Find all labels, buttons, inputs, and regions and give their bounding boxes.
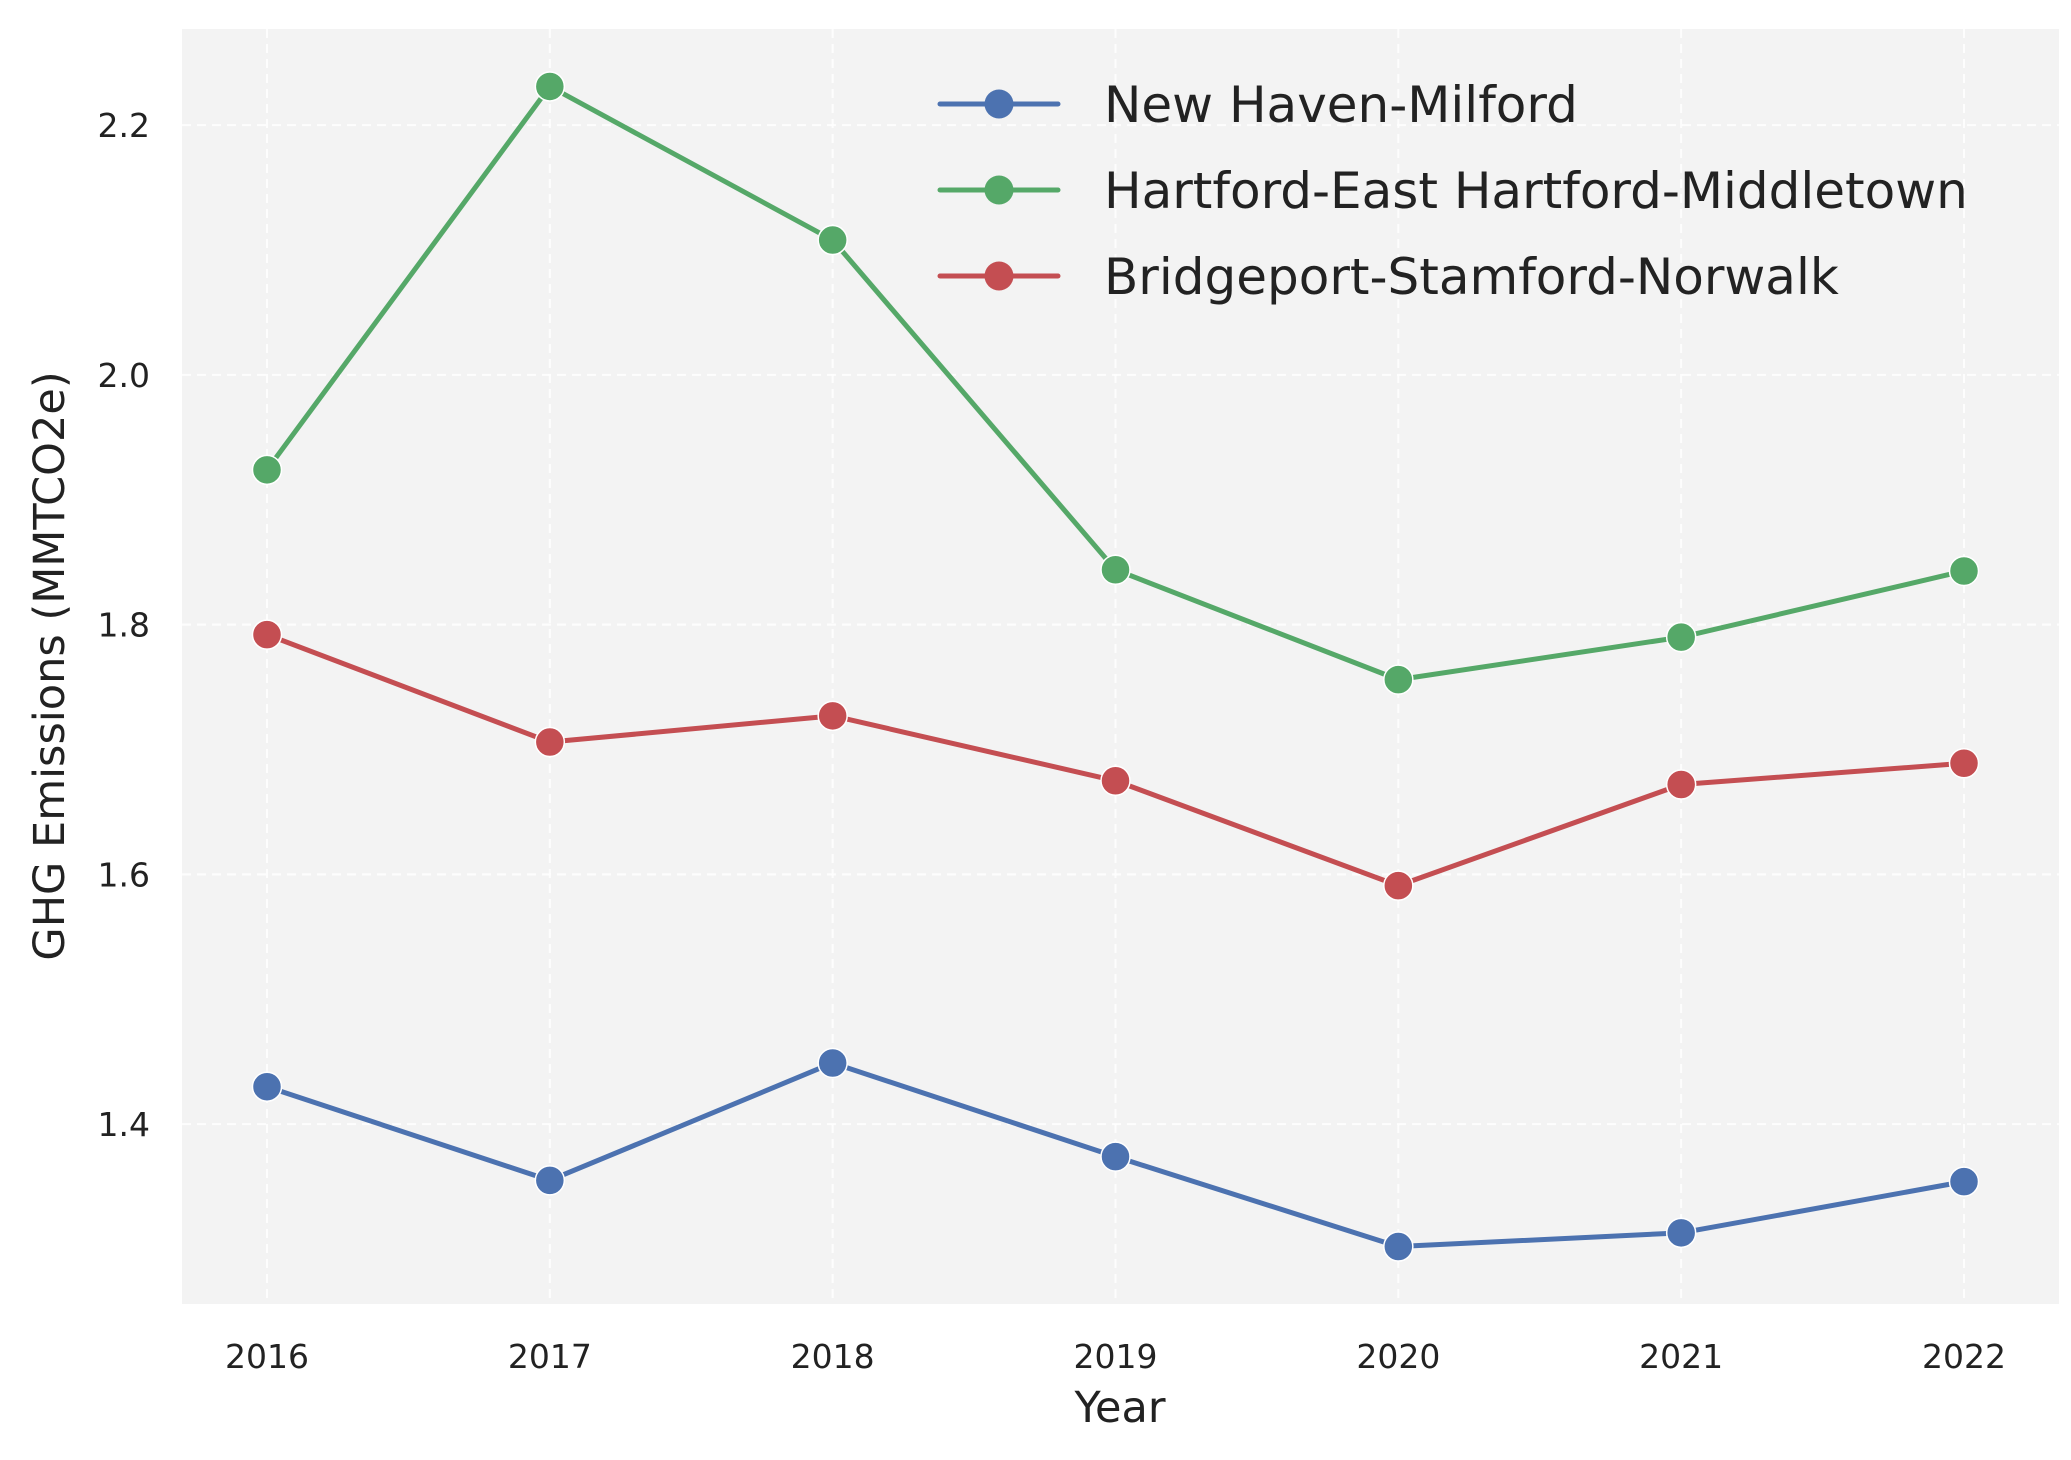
data-point <box>1665 621 1697 653</box>
data-point <box>817 700 848 732</box>
x-tick-label: 2016 <box>225 1337 309 1376</box>
y-tick-label: 1.6 <box>98 855 150 894</box>
data-point <box>251 619 283 650</box>
y-axis-label: GHG Emissions (MMTCO2e) <box>25 371 75 960</box>
x-tick-label: 2018 <box>791 1337 875 1376</box>
plot-area <box>182 29 2059 1304</box>
data-point <box>1665 769 1697 800</box>
data-point <box>1665 1217 1697 1249</box>
data-point <box>1383 664 1414 695</box>
data-point <box>1383 1231 1414 1262</box>
data-point <box>1100 554 1131 585</box>
legend: New Haven-Milford Hartford-East Hartford-… <box>937 76 1968 306</box>
y-tick-label: 2.2 <box>98 106 150 145</box>
legend-marker <box>984 89 1014 119</box>
data-point <box>251 454 283 486</box>
legend-label: New Haven-Milford <box>1104 76 1578 134</box>
x-tick-labels: 2016 2017 2018 2019 2020 2021 2022 <box>225 1337 2006 1376</box>
legend-marker <box>984 175 1014 205</box>
x-tick-label: 2020 <box>1356 1337 1440 1376</box>
data-point <box>817 1047 848 1079</box>
y-tick-labels: 1.4 1.6 1.8 2.0 2.2 <box>98 106 150 1144</box>
y-tick-label: 2.0 <box>98 356 150 395</box>
data-point <box>251 1071 283 1102</box>
series-layer <box>251 71 1980 1262</box>
legend-label: Hartford-East Hartford-Middletown <box>1104 162 1968 220</box>
data-point <box>1383 870 1414 901</box>
data-point <box>817 224 848 256</box>
data-point <box>534 1165 566 1196</box>
legend-label: Bridgeport-Stamford-Norwalk <box>1104 248 1839 306</box>
legend-marker <box>984 261 1014 291</box>
y-tick-label: 1.4 <box>98 1105 150 1144</box>
data-point <box>534 726 566 758</box>
data-point <box>1948 748 1980 779</box>
x-tick-label: 2019 <box>1074 1337 1158 1376</box>
x-tick-label: 2017 <box>508 1337 592 1376</box>
data-point <box>534 71 566 102</box>
data-point <box>1948 1166 1980 1197</box>
data-point <box>1100 1141 1131 1172</box>
x-tick-label: 2021 <box>1639 1337 1723 1376</box>
x-tick-label: 2022 <box>1922 1337 2006 1376</box>
y-tick-label: 1.8 <box>98 606 150 645</box>
data-point <box>1100 765 1131 797</box>
x-axis-label: Year <box>1073 1383 1165 1433</box>
data-point <box>1948 555 1980 587</box>
